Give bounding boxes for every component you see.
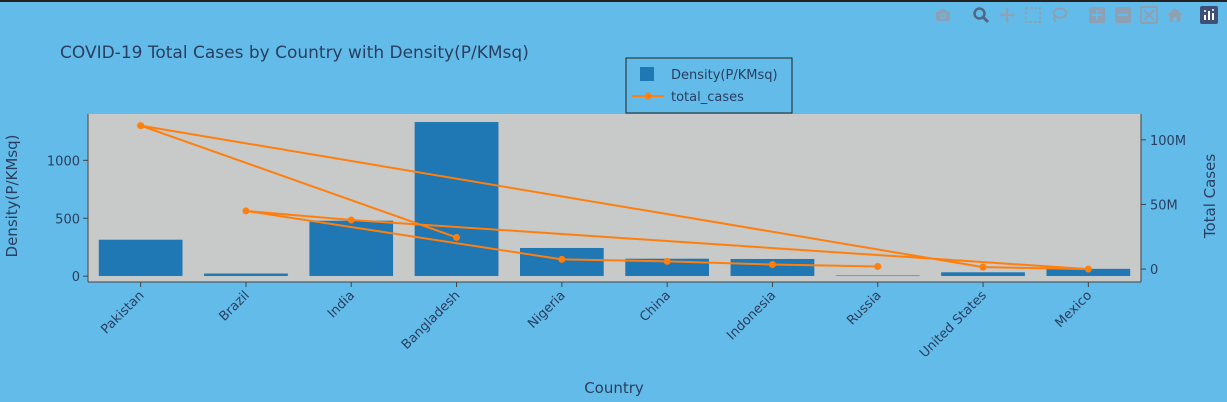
bar-bangladesh[interactable] — [414, 121, 499, 277]
x-tick-label-china: China — [637, 288, 674, 325]
x-tick-label-bangladesh: Bangladesh — [399, 288, 464, 353]
point-india[interactable] — [347, 216, 355, 224]
lasso-icon[interactable] — [1050, 6, 1068, 24]
zoom-in-icon[interactable] — [1088, 6, 1106, 24]
y-axis-left-title: Density(P/KMsq) — [3, 135, 21, 258]
legend-swatch-density[interactable] — [640, 67, 654, 81]
chart-title: COVID-19 Total Cases by Country with Den… — [60, 43, 529, 63]
point-china[interactable] — [663, 257, 671, 265]
x-tick-label-mexico: Mexico — [1052, 288, 1095, 331]
legend[interactable]: Density(P/KMsq) total_cases — [625, 57, 793, 114]
bar-series-density — [98, 121, 1131, 277]
box-select-icon[interactable] — [1024, 6, 1042, 24]
top-border — [0, 0, 1227, 2]
y-left-tick-label: 0 — [72, 270, 80, 285]
bar-united-states[interactable] — [940, 271, 1026, 277]
plotly-logo-icon[interactable] — [1200, 6, 1218, 24]
point-indonesia[interactable] — [768, 261, 776, 269]
bar-pakistan[interactable] — [98, 239, 184, 277]
x-tick-label-russia: Russia — [844, 288, 884, 328]
x-tick-label-pakistan: Pakistan — [98, 288, 147, 337]
bar-brazil[interactable] — [203, 273, 289, 277]
point-nigeria[interactable] — [558, 255, 566, 263]
legend-label-density[interactable]: Density(P/KMsq) — [671, 68, 778, 83]
y-right-tick-label: 100M — [1150, 134, 1186, 149]
y-axis-right-title: Total Cases — [1201, 154, 1219, 240]
x-tick-label-india: India — [325, 288, 358, 321]
legend-label-total-cases[interactable]: total_cases — [671, 90, 744, 105]
y-right-tick-label: 50M — [1150, 198, 1178, 213]
plot-area[interactable] — [88, 114, 1141, 282]
x-tick-label-brazil: Brazil — [217, 288, 253, 324]
point-pakistan[interactable] — [137, 122, 145, 130]
autoscale-icon[interactable] — [1140, 6, 1158, 24]
legend-marker-total-cases — [644, 92, 652, 100]
x-axis-title: Country — [584, 379, 644, 397]
bar-russia[interactable] — [835, 274, 921, 277]
x-tick-label-nigeria: Nigeria — [525, 288, 568, 331]
x-tick-label-indonesia: Indonesia — [724, 288, 779, 343]
zoom-icon[interactable] — [972, 6, 990, 24]
y-left-tick-label: 500 — [55, 212, 80, 227]
point-mexico[interactable] — [1084, 265, 1092, 273]
chart-modebar — [930, 6, 1220, 26]
line-total-cases[interactable] — [140, 124, 1089, 271]
point-brazil[interactable] — [242, 207, 250, 215]
point-united-states[interactable] — [979, 263, 987, 271]
x-tick-label-united-states: United States — [917, 288, 990, 361]
camera-icon[interactable] — [934, 6, 952, 24]
reset-axes-icon[interactable] — [1166, 6, 1184, 24]
y-right-tick-label: 0 — [1150, 263, 1158, 278]
y-left-tick-label: 1000 — [47, 154, 80, 169]
zoom-out-icon[interactable] — [1114, 6, 1132, 24]
pan-icon[interactable] — [998, 6, 1016, 24]
point-russia[interactable] — [874, 262, 882, 270]
line-series-total-cases — [137, 122, 1092, 273]
bar-india[interactable] — [308, 220, 394, 277]
point-bangladesh[interactable] — [453, 233, 461, 241]
